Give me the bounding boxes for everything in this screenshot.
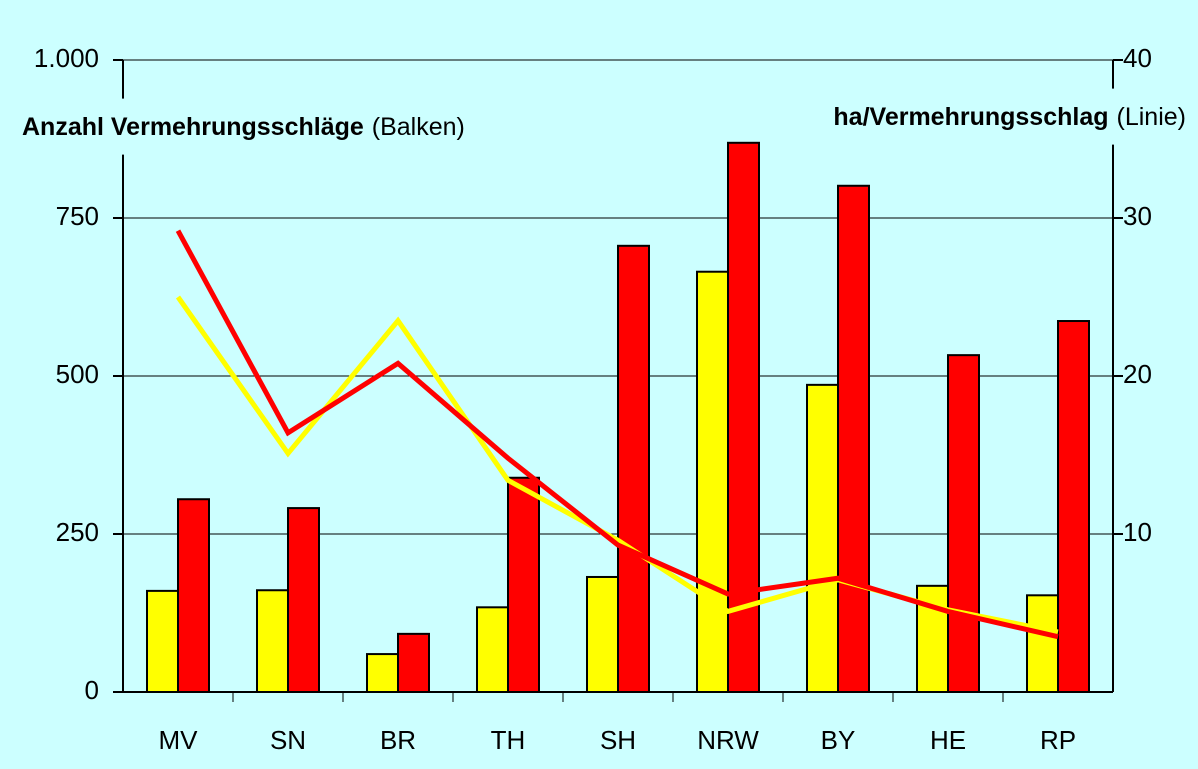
y-tick-label: 0 (85, 675, 99, 705)
x-tick-label: MV (159, 725, 199, 755)
y-tick-label: 250 (56, 517, 99, 547)
x-tick-label: NRW (697, 725, 759, 755)
bar (507, 476, 540, 694)
axis-title-note: (Linie) (1117, 103, 1186, 131)
y2-tick-label: 40 (1123, 43, 1152, 73)
bar (287, 507, 320, 694)
axis-title: ha/Vermehrungsschlag (Linie) (833, 103, 1186, 131)
bar (397, 632, 430, 694)
bar (696, 270, 729, 693)
bar (1026, 594, 1059, 694)
bar (947, 354, 980, 693)
x-tick-label: SH (600, 725, 636, 755)
x-tick-label: BY (821, 725, 856, 755)
bar (366, 653, 399, 694)
bar (146, 589, 179, 694)
x-tick-label: TH (491, 725, 526, 755)
bar (806, 383, 839, 693)
axis-title-bold: Anzahl Vermehrungsschläge (22, 113, 364, 141)
bar (476, 606, 509, 694)
bar (586, 575, 619, 694)
x-tick-label: HE (930, 725, 966, 755)
label-background (827, 88, 1192, 145)
bar (837, 184, 870, 693)
bar (1057, 320, 1090, 693)
x-tick-label: SN (270, 725, 306, 755)
y2-tick-label: 10 (1123, 517, 1152, 547)
bar (727, 141, 760, 694)
y-tick-label: 1.000 (34, 43, 99, 73)
label-background (16, 98, 471, 155)
axis-title-bold: ha/Vermehrungsschlag (833, 103, 1108, 131)
bar (177, 498, 210, 693)
bar (617, 244, 650, 693)
axis-title-note: (Balken) (372, 113, 465, 141)
x-tick-label: BR (380, 725, 416, 755)
x-tick-label: RP (1040, 725, 1076, 755)
y-tick-label: 500 (56, 359, 99, 389)
axis-title: Anzahl Vermehrungsschläge (Balken) (22, 113, 465, 141)
line (175, 229, 1059, 640)
bar (256, 589, 289, 693)
y2-tick-label: 30 (1123, 201, 1152, 231)
y-tick-label: 750 (56, 201, 99, 231)
y2-tick-label: 20 (1123, 359, 1152, 389)
